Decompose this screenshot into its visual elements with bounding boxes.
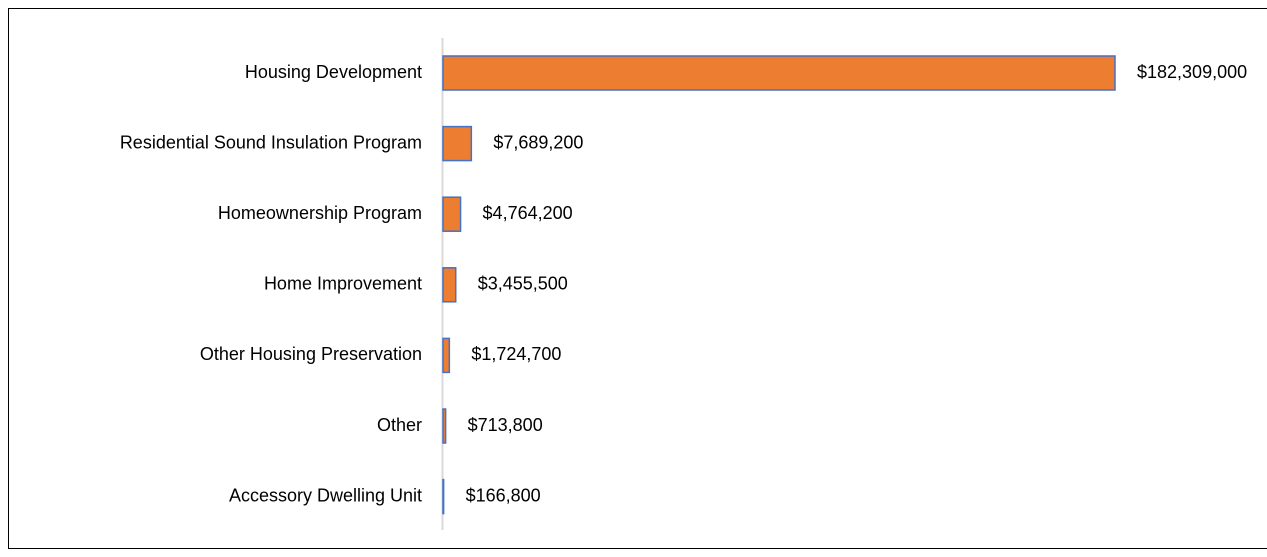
bar bbox=[442, 337, 451, 374]
value-label: $713,800 bbox=[468, 415, 543, 435]
value-label: $4,764,200 bbox=[483, 203, 573, 223]
value-label: $3,455,500 bbox=[478, 274, 568, 294]
value-label: $7,689,200 bbox=[493, 132, 583, 152]
bar bbox=[442, 408, 447, 444]
value-label: $166,800 bbox=[466, 485, 541, 505]
chart-border bbox=[8, 8, 1267, 549]
bar bbox=[442, 55, 1116, 91]
category-label: Homeownership Program bbox=[218, 203, 422, 223]
category-label: Residential Sound Insulation Program bbox=[120, 132, 422, 152]
value-label: $182,309,000 bbox=[1137, 62, 1247, 82]
value-label: $1,724,700 bbox=[471, 344, 561, 364]
category-label: Other bbox=[377, 415, 422, 435]
bar bbox=[442, 478, 445, 515]
bar bbox=[442, 196, 462, 232]
category-label: Other Housing Preservation bbox=[200, 344, 422, 364]
category-label: Housing Development bbox=[245, 62, 422, 82]
category-label: Home Improvement bbox=[264, 274, 422, 294]
bar bbox=[442, 125, 473, 162]
bar bbox=[442, 267, 457, 303]
category-label: Accessory Dwelling Unit bbox=[229, 485, 422, 505]
